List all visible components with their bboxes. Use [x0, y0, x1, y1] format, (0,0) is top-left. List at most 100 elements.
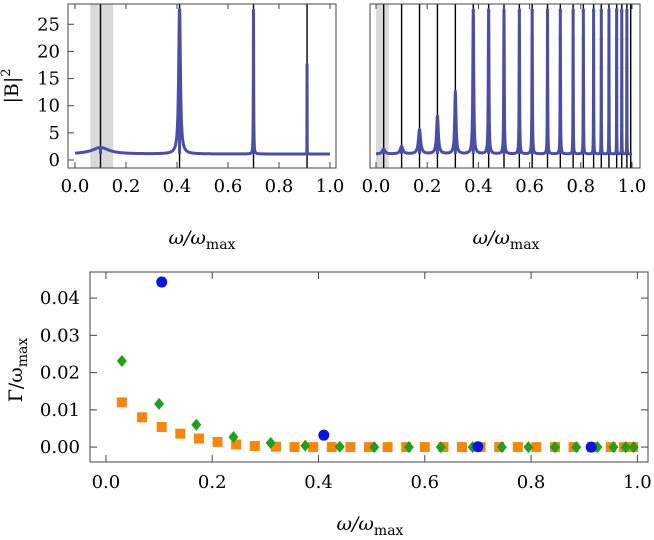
bottom-ytick-label-4: 0.04	[40, 288, 80, 309]
top-left-spectrum	[73, 8, 332, 156]
bottom-ytick-label-1: 0.01	[40, 400, 80, 421]
top-left-frame	[67, 3, 337, 169]
bottom-xtick-label-2: 0.4	[304, 472, 333, 493]
green-diamond-point-11	[496, 441, 507, 454]
p2-sample-point-13-0	[581, 123, 585, 127]
p2-sample-point-14-3	[592, 37, 596, 41]
p2-sample-point-6-2	[487, 66, 491, 70]
p2-xtick-label-5: 1.0	[618, 176, 647, 197]
p1-spectrum-line	[73, 8, 332, 156]
p2-sample-point-11-1	[558, 95, 562, 99]
p2-sample-point-19-1	[625, 95, 629, 99]
p2-sample-point-15-1	[599, 95, 603, 99]
green-diamond-point-16	[608, 441, 619, 454]
blue-circle-point-3	[585, 441, 597, 453]
p1-xtick-label-4: 0.8	[265, 176, 294, 197]
p1-ytick-label-2: 10	[37, 96, 60, 117]
p2-sample-point-7-4	[502, 9, 506, 13]
top-right-spectrum	[374, 8, 634, 156]
p2-sample-point-9-0	[530, 123, 534, 127]
p1-xtick-label-1: 0.2	[112, 176, 141, 197]
top-left-xlabel: ω/ωmax	[169, 227, 236, 253]
p2-sample-point-8-2	[517, 66, 521, 70]
green-diamond-point-5	[300, 439, 311, 452]
p2-sample-point-15-3	[599, 37, 603, 41]
orange-square-point-13	[364, 442, 374, 453]
p2-xtick-label-2: 0.4	[464, 176, 493, 197]
p2-sample-point-5-3	[471, 37, 475, 41]
p2-sample-point-15-2	[599, 66, 603, 70]
p1-sample-point-1-2	[177, 66, 182, 70]
p2-sample-point-16-1	[607, 95, 611, 99]
p2-sample-point-7-3	[502, 37, 506, 41]
p2-sample-point-13-3	[581, 37, 585, 41]
p1-sample-point-1-1	[177, 95, 182, 99]
p2-sample-point-11-0	[558, 123, 562, 127]
top-right-xlabel: ω/ωmax	[473, 227, 540, 253]
orange-square-point-1	[137, 412, 148, 423]
p2-sample-point-10-1	[545, 95, 550, 99]
top-right-frame	[369, 3, 641, 169]
p1-sample-point-2-0	[251, 124, 256, 129]
orange-square-point-9	[289, 442, 300, 453]
green-diamond-point-6	[334, 440, 345, 453]
p2-sample-point-15-0	[599, 123, 603, 127]
green-diamond-point-9	[435, 441, 446, 454]
p1-sample-point-2-2	[251, 69, 256, 73]
green-diamond-point-8	[403, 441, 414, 454]
green-diamond-point-4	[265, 437, 276, 449]
p1-xtick-label-5: 1.0	[316, 176, 345, 197]
orange-square-point-2	[156, 421, 167, 432]
green-diamond-point-7	[369, 441, 380, 454]
blue-circle-point-0	[156, 276, 168, 288]
orange-square-point-10	[308, 442, 319, 453]
p2-sample-point-5-1	[471, 95, 475, 99]
p1-sample-point-1-0	[177, 123, 182, 127]
top-right-panel: 0.0 0.2 0.4 0.6 0.8 1.0 ω/ωmax	[362, 3, 647, 253]
p2-xtick-label-3: 0.6	[515, 176, 544, 197]
top-left-resonance-lines	[99, 4, 308, 168]
p1-xtick-label-3: 0.6	[214, 176, 243, 197]
p2-xtick-label-0: 0.0	[362, 176, 391, 197]
p2-sample-point-18-1	[620, 95, 624, 99]
p2-sample-point-13-1	[581, 95, 585, 99]
p1-sample-point-1-4	[177, 9, 182, 13]
blue-circle-point-1	[318, 429, 330, 441]
p2-spectrum-line	[374, 8, 634, 156]
orange-square-point-5	[212, 436, 223, 447]
p2-sample-point-12-1	[571, 95, 575, 99]
p1-sample-point-3-0	[305, 135, 309, 139]
p2-sample-point-12-0	[571, 123, 575, 127]
p2-sample-point-9-1	[530, 95, 534, 99]
p2-sample-point-9-2	[530, 66, 534, 70]
p1-sample-point-3-2	[305, 102, 309, 106]
p2-sample-point-9-3	[530, 37, 534, 41]
p2-band	[376, 4, 389, 168]
p2-sample-point-16-4	[607, 9, 611, 13]
green-diamond-point-14	[571, 441, 582, 454]
p2-sample-point-8-0	[517, 123, 521, 127]
p2-sample-point-14-0	[592, 123, 596, 127]
bottom-xtick-label-0: 0.0	[92, 472, 121, 493]
orange-square-point-0	[116, 397, 127, 408]
orange-square-point-6	[231, 439, 242, 450]
p1-sample-point-2-1	[251, 97, 256, 101]
green-diamond-point-0	[116, 355, 127, 368]
p2-sample-point-19-2	[625, 66, 629, 70]
green-diamond-point-1	[154, 397, 165, 410]
p2-sample-point-18-3	[620, 37, 624, 41]
p2-sample-point-14-4	[592, 9, 596, 13]
p2-sample-point-6-3	[487, 37, 491, 41]
orange-square-point-22	[531, 442, 542, 453]
bottom-ytick-label-0: 0.00	[40, 437, 80, 458]
p1-sample-point-3-4	[305, 68, 309, 73]
top-right-shaded-band	[376, 4, 389, 168]
p2-sample-point-19-0	[625, 123, 629, 127]
p1-sample-point-3-1	[305, 118, 309, 123]
green-diamond-point-18	[628, 441, 639, 454]
p2-sample-point-19-3	[625, 37, 629, 41]
p1-sample-point-2-3	[251, 42, 256, 46]
p2-sample-point-9-4	[530, 9, 534, 13]
p2-sample-point-6-4	[487, 9, 491, 13]
